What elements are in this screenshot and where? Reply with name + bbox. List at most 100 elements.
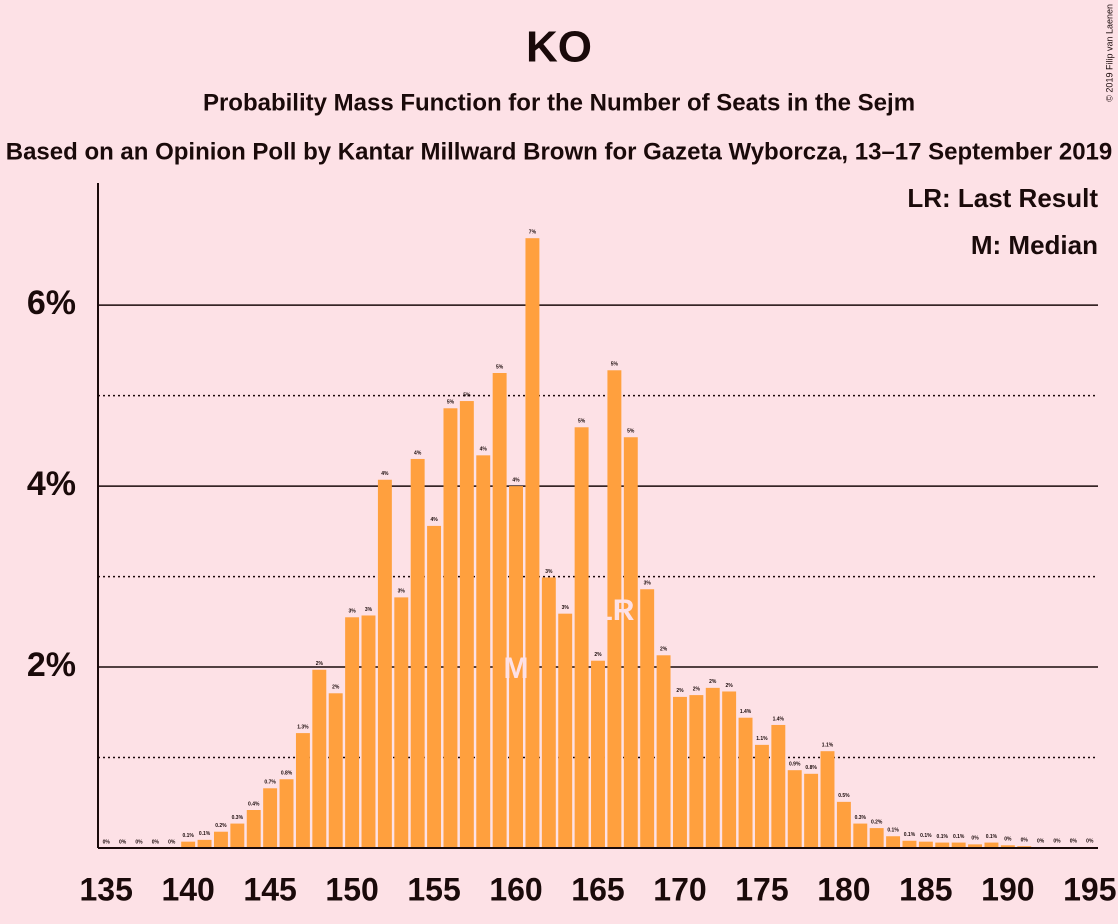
value-label: 0.3% <box>855 815 867 821</box>
value-label: 0% <box>1004 837 1012 843</box>
value-label: 3% <box>644 581 652 587</box>
chart-title: KO <box>526 23 592 72</box>
value-label: 4% <box>414 450 422 456</box>
bar <box>607 370 622 848</box>
bar <box>754 744 769 848</box>
copyright: © 2019 Filip van Laenen <box>1104 4 1114 102</box>
x-tick-label: 180 <box>817 871 870 907</box>
value-label: 0.2% <box>215 823 227 829</box>
y-tick-label: 2% <box>27 646 76 684</box>
x-tick-label: 160 <box>489 871 542 907</box>
bar <box>279 779 294 848</box>
bar <box>476 455 491 848</box>
value-label: 2% <box>676 688 684 694</box>
bar <box>509 486 523 848</box>
bar <box>558 613 573 848</box>
bar <box>361 615 376 848</box>
value-label: 0.1% <box>182 833 194 839</box>
value-label: 0.3% <box>232 815 244 821</box>
value-label: 0.7% <box>264 780 276 786</box>
value-label: 3% <box>562 605 570 611</box>
value-label: 1.4% <box>773 716 785 722</box>
value-label: 0.8% <box>281 771 293 777</box>
annotation: LR <box>594 594 634 627</box>
bar <box>951 842 966 848</box>
bar <box>574 427 589 848</box>
y-tick-label: 4% <box>27 465 76 503</box>
value-label: 2% <box>693 686 701 692</box>
x-tick-label: 150 <box>325 871 378 907</box>
value-label: 0.2% <box>871 819 883 825</box>
legend-entry: LR: Last Result <box>907 183 1098 213</box>
bar <box>410 458 425 848</box>
bar <box>213 831 228 848</box>
value-label: 0% <box>168 839 176 845</box>
bar <box>935 842 950 848</box>
bar <box>197 839 212 848</box>
bar <box>492 373 507 848</box>
value-label: 0% <box>103 839 111 845</box>
value-label: 0% <box>135 839 143 845</box>
bar <box>656 655 671 848</box>
value-label: 1.1% <box>822 743 834 749</box>
bar <box>787 770 802 848</box>
value-label: 2% <box>332 685 340 691</box>
value-label: 0% <box>152 839 160 845</box>
chart-subtitle: Based on an Opinion Poll by Kantar Millw… <box>6 138 1113 165</box>
value-label: 5% <box>627 429 635 435</box>
value-label: 0.9% <box>789 762 801 768</box>
bar <box>181 841 196 848</box>
value-label: 5% <box>447 400 455 406</box>
bar <box>377 479 392 848</box>
bar <box>869 828 884 848</box>
bar <box>886 836 901 848</box>
bar <box>640 589 655 848</box>
value-label: 4% <box>480 447 488 453</box>
chart-subtitle: Probability Mass Function for the Number… <box>203 89 915 116</box>
value-label: 0% <box>971 836 979 842</box>
value-label: 0.5% <box>838 793 850 799</box>
value-label: 0.8% <box>805 765 817 771</box>
value-label: 3% <box>545 569 553 575</box>
bar <box>968 844 983 848</box>
value-label: 0.1% <box>887 828 899 834</box>
value-label: 4% <box>430 517 438 523</box>
bar <box>673 696 687 848</box>
x-tick-label: 165 <box>571 871 624 907</box>
bar <box>230 823 245 848</box>
value-label: 1.4% <box>740 709 752 715</box>
bar <box>459 401 474 848</box>
legend-entry: M: Median <box>971 230 1098 260</box>
value-label: 0.1% <box>920 833 932 839</box>
value-label: 1.3% <box>297 724 309 730</box>
bar <box>623 437 638 848</box>
value-label: 0% <box>1037 838 1045 844</box>
bar <box>312 669 327 848</box>
bar <box>738 717 753 848</box>
value-label: 0.1% <box>904 832 916 838</box>
bar <box>689 695 704 848</box>
value-label: 5% <box>611 362 619 368</box>
y-tick-label: 6% <box>27 284 76 322</box>
value-label: 0.1% <box>937 834 949 840</box>
value-label: 0% <box>119 839 127 845</box>
bar <box>295 733 310 848</box>
bar <box>443 408 458 848</box>
x-tick-label: 190 <box>981 871 1034 907</box>
bar <box>853 823 868 848</box>
value-label: 0.1% <box>199 831 211 837</box>
bar <box>804 773 819 848</box>
x-tick-label: 145 <box>243 871 296 907</box>
bar <box>263 788 278 848</box>
value-label: 5% <box>463 392 471 398</box>
value-label: 0.1% <box>953 834 965 840</box>
bar <box>328 693 343 848</box>
value-label: 4% <box>381 471 389 477</box>
bar <box>705 687 720 848</box>
bar <box>820 751 835 848</box>
value-label: 5% <box>578 419 586 425</box>
value-label: 7% <box>529 230 537 236</box>
bar <box>984 842 999 848</box>
x-tick-label: 155 <box>407 871 460 907</box>
